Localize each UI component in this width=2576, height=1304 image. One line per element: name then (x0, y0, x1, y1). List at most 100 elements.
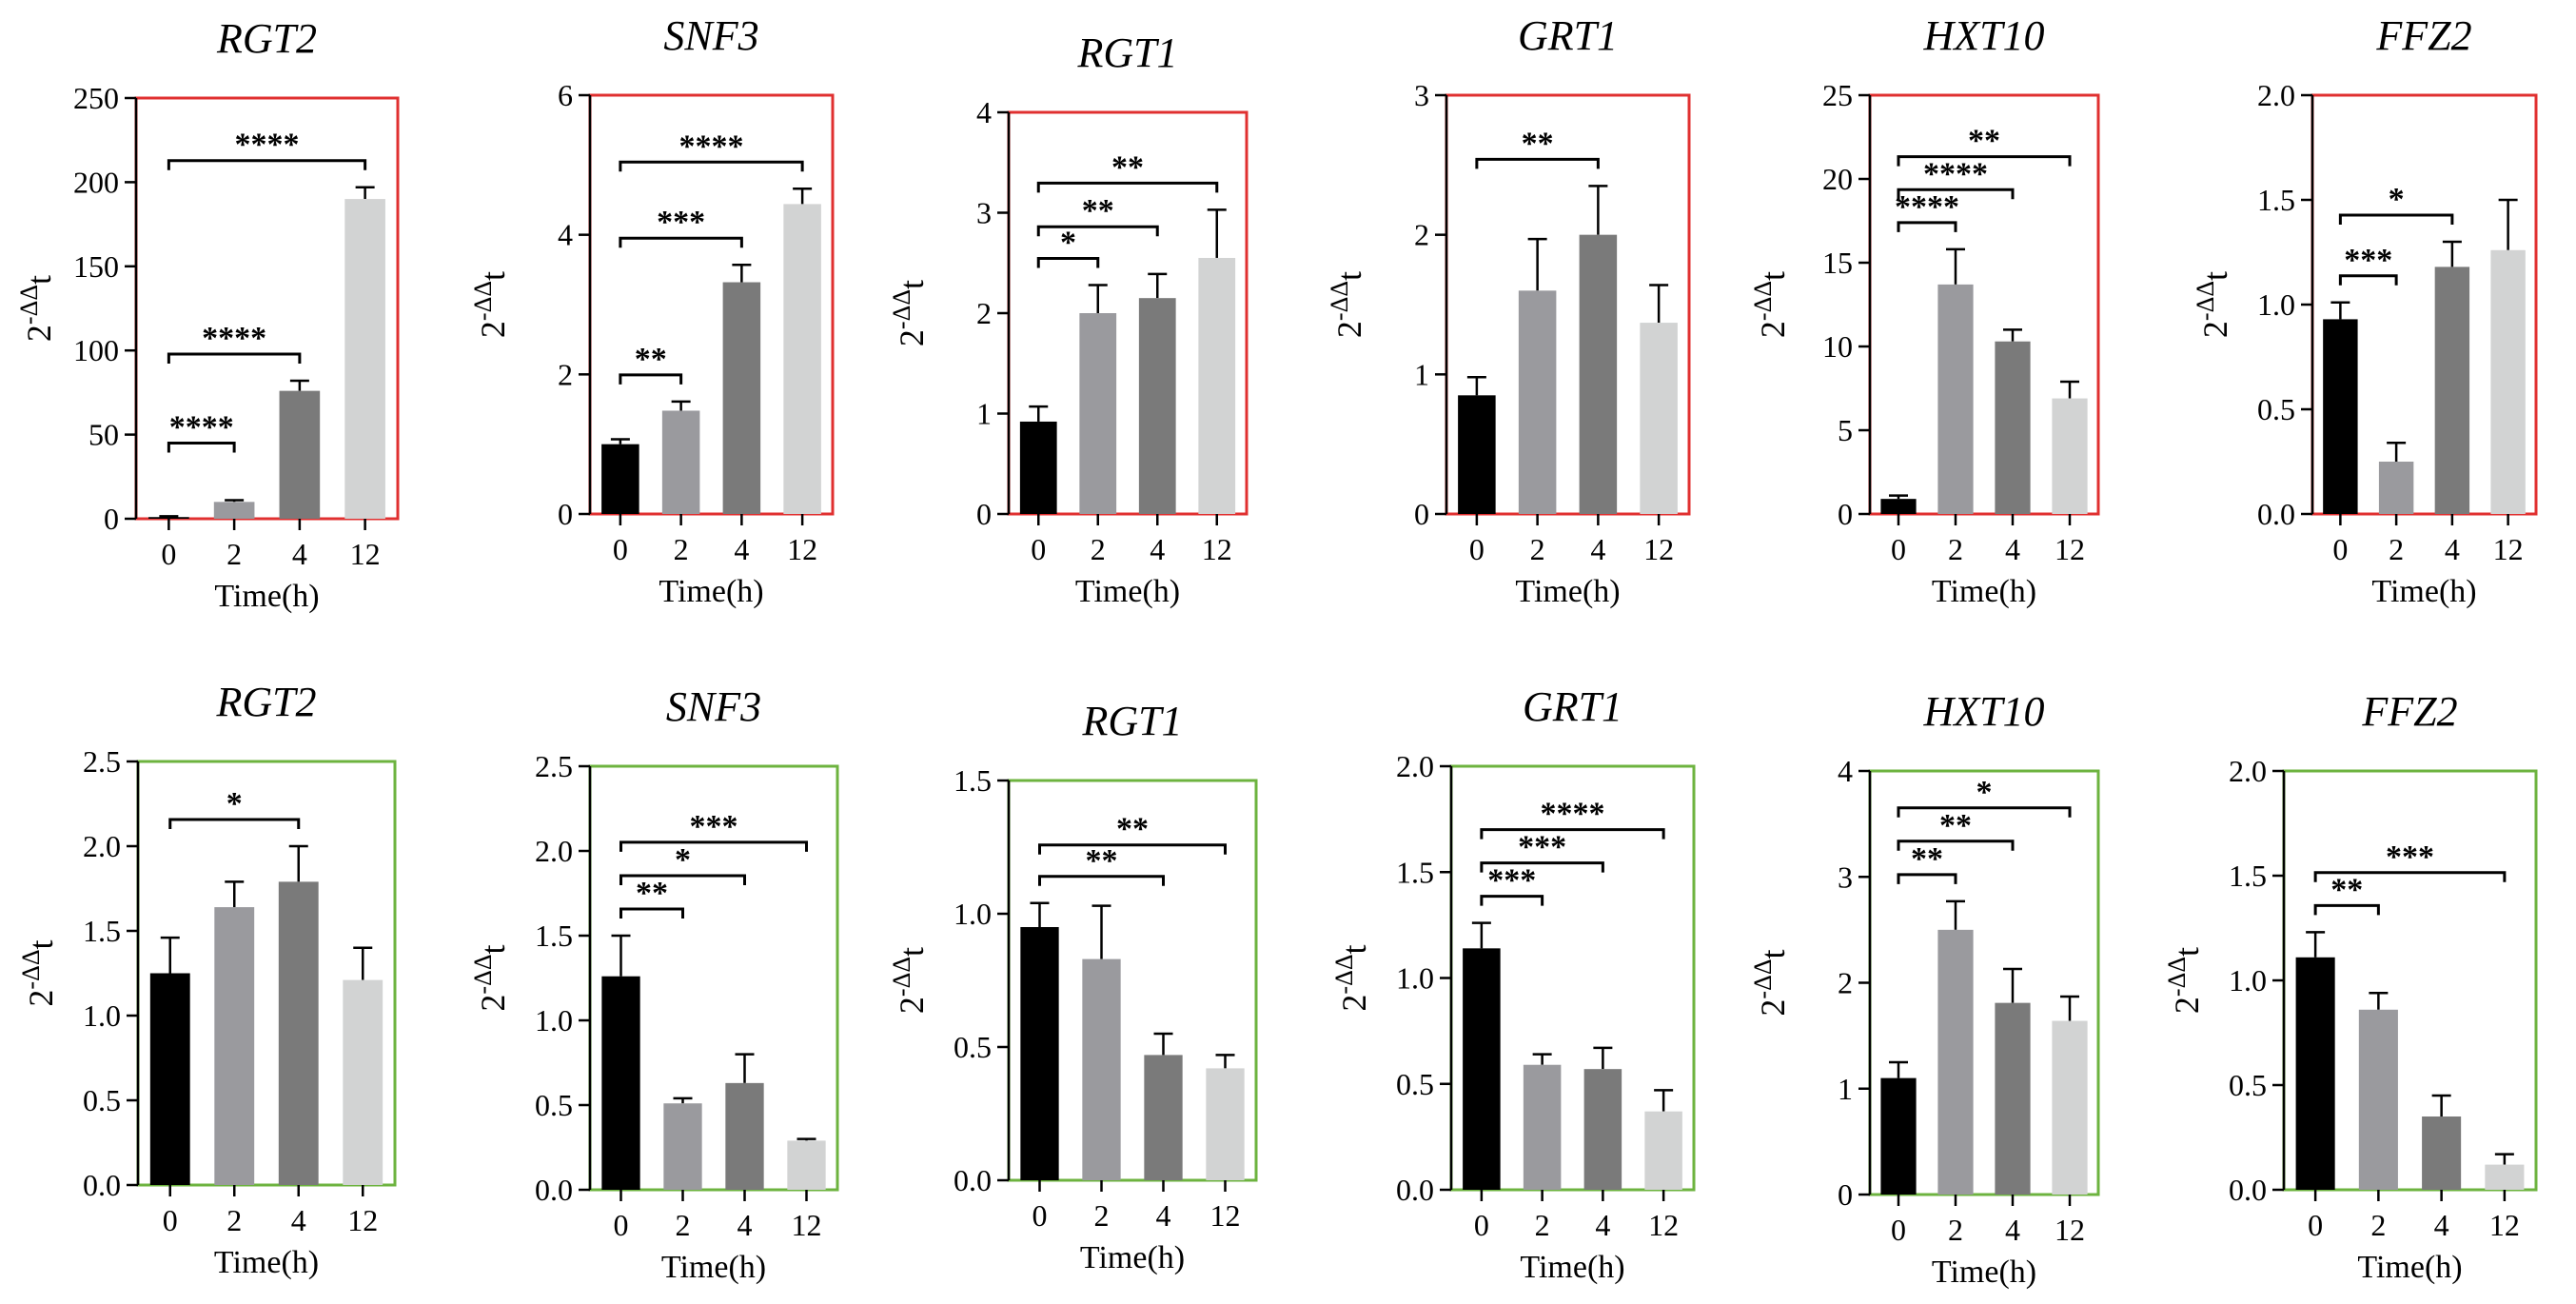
bar-2h (1523, 1064, 1562, 1190)
bar-4h (279, 390, 321, 519)
bar-12h (2052, 1020, 2088, 1195)
y-tick-label: 4 (1838, 754, 1853, 788)
y-tick-label: 2.0 (535, 834, 573, 868)
x-tick-label: 0 (1474, 1208, 1489, 1242)
bar-0h (2295, 957, 2335, 1190)
x-tick-label: 4 (292, 537, 307, 571)
y-axis-label: 2-ΔΔt (469, 271, 512, 338)
y-tick-label: 250 (73, 81, 119, 115)
x-tick-label: 0 (1031, 532, 1046, 566)
y-tick-label: 0.5 (83, 1083, 121, 1117)
significance-bracket (1475, 157, 1600, 169)
y-tick-label: 1.5 (535, 919, 573, 953)
significance-bracket (1897, 221, 1957, 232)
x-tick-label: 4 (734, 532, 749, 566)
significance-label: * (1976, 775, 1993, 810)
y-tick-label: 0.0 (2257, 497, 2295, 531)
chart-title: RGT2 (215, 679, 316, 725)
significance-label: ** (1082, 193, 1114, 228)
significance-label: ** (1086, 843, 1118, 879)
bar-2h (2358, 1009, 2398, 1190)
x-tick-label: 4 (1156, 1198, 1171, 1233)
y-tick-label: 200 (73, 165, 119, 199)
bar-0h (601, 976, 640, 1190)
bar-12h (2052, 398, 2088, 514)
significance-bracket (619, 874, 746, 885)
y-axis-label: 2-ΔΔt (1749, 949, 1792, 1016)
y-axis-label: 2-ΔΔt (888, 947, 931, 1014)
x-tick-label: 2 (676, 1208, 691, 1242)
significance-label: ** (1522, 126, 1554, 161)
bar-12h (783, 204, 821, 514)
significance-label: *** (690, 809, 738, 844)
bar-0h (1880, 499, 1917, 514)
significance-label: * (675, 842, 691, 878)
significance-bracket (2313, 903, 2380, 916)
y-tick-label: 2.0 (2257, 78, 2295, 112)
significance-bracket (167, 352, 302, 365)
x-tick-label: 2 (1091, 532, 1106, 566)
significance-bracket (2338, 274, 2398, 286)
chart-title: SNF3 (666, 683, 761, 730)
significance-bracket (1480, 828, 1665, 840)
y-tick-label: 3 (1414, 78, 1429, 112)
significance-label: **** (235, 128, 300, 163)
y-axis-label: 2-ΔΔt (2163, 947, 2206, 1014)
significance-label: ** (1911, 841, 1943, 877)
bar-2h (1937, 929, 1974, 1195)
y-axis-label: 2-ΔΔt (469, 944, 512, 1011)
x-tick-label: 4 (1595, 1208, 1610, 1242)
x-tick-label: 2 (226, 537, 242, 571)
significance-label: * (2389, 182, 2405, 217)
significance-label: ** (636, 876, 668, 911)
significance-bracket (1036, 181, 1219, 193)
y-tick-label: 1.5 (1396, 855, 1434, 889)
x-tick-label: 2 (674, 532, 689, 566)
x-axis-label: Time(h) (214, 579, 319, 614)
x-tick-label: 2 (1948, 1213, 1963, 1247)
x-tick-label: 2 (2389, 532, 2404, 566)
x-tick-label: 12 (1210, 1198, 1241, 1233)
bar-4h (278, 881, 319, 1185)
y-axis-label: 2-ΔΔt (1326, 271, 1368, 338)
x-axis-label: Time(h) (1932, 1255, 2036, 1290)
significance-label: ** (1968, 124, 2000, 159)
y-tick-label: 3 (1838, 859, 1853, 894)
chart-title: GRT1 (1523, 683, 1622, 730)
significance-label: *** (1487, 863, 1536, 899)
x-tick-label: 0 (2332, 532, 2348, 566)
y-axis-label: 2-ΔΔt (1749, 271, 1792, 338)
significance-bracket (1480, 895, 1544, 906)
significance-label: *** (657, 205, 705, 240)
significance-label: **** (202, 321, 266, 356)
bar-12h (787, 1140, 826, 1190)
x-tick-label: 0 (1891, 532, 1906, 566)
bar-2h (663, 1103, 702, 1190)
chart-title: RGT2 (216, 15, 317, 62)
chart-title: RGT1 (1081, 698, 1182, 744)
y-axis-label: 2-ΔΔt (2192, 271, 2234, 338)
x-tick-label: 2 (1535, 1208, 1550, 1242)
significance-bracket (1897, 873, 1957, 884)
chart-title: HXT10 (1922, 688, 2044, 735)
chart-title: FFZ2 (2375, 12, 2471, 59)
bar-12h (2490, 249, 2526, 514)
y-tick-label: 1.0 (83, 998, 121, 1033)
y-tick-label: 0.5 (954, 1030, 992, 1064)
y-tick-label: 0 (976, 497, 992, 531)
y-tick-label: 0.5 (535, 1088, 573, 1122)
x-tick-label: 0 (614, 1208, 629, 1242)
y-tick-label: 1.0 (2257, 287, 2295, 322)
y-tick-label: 1 (976, 397, 992, 431)
chart-title: FFZ2 (2361, 688, 2457, 735)
significance-bracket (167, 441, 236, 453)
bar-2h (214, 907, 255, 1185)
bar-0h (1463, 948, 1501, 1190)
chart-title: RGT1 (1076, 30, 1177, 76)
bar-12h (344, 199, 385, 519)
significance-bracket (1038, 843, 1227, 855)
y-axis-label: 2-ΔΔt (15, 275, 58, 342)
bar-4h (1995, 341, 2031, 514)
x-tick-label: 12 (792, 1208, 822, 1242)
